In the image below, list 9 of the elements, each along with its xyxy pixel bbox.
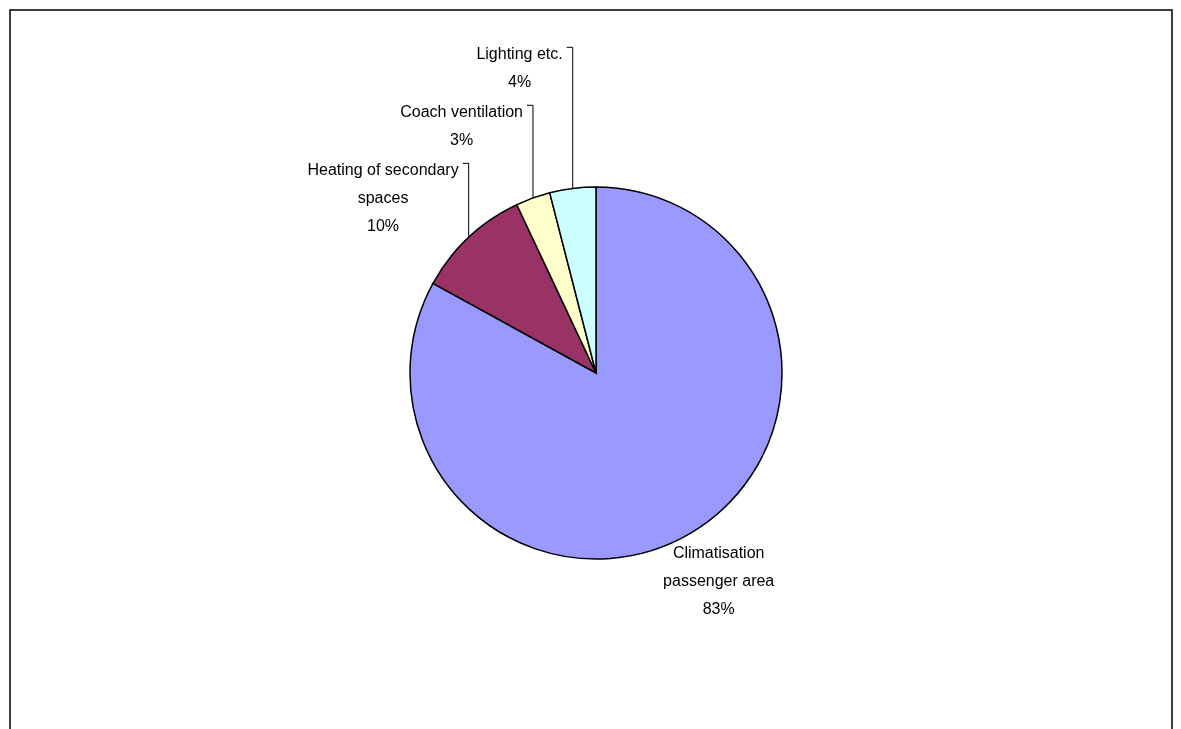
data-label: 10% <box>367 217 400 235</box>
data-label: 83% <box>702 600 735 618</box>
slice-label: Heating of secondary spaces <box>307 161 459 207</box>
data-label: 3% <box>450 131 474 149</box>
slice-label: Lighting etc. <box>476 45 563 63</box>
slice-label: Climatisation passenger area <box>663 544 775 590</box>
slice-label: Coach ventilation <box>400 103 523 121</box>
data-label: 4% <box>507 73 532 91</box>
pie-slice <box>409 186 783 560</box>
